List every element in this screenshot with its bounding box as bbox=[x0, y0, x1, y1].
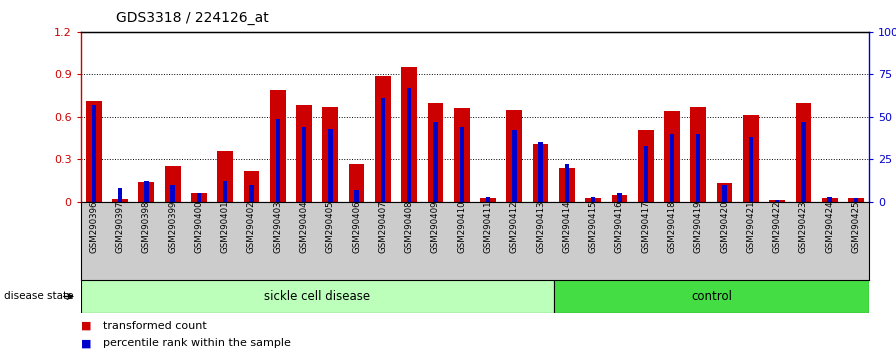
Bar bbox=[375, 76, 391, 202]
Text: GDS3318 / 224126_at: GDS3318 / 224126_at bbox=[116, 11, 269, 25]
Bar bbox=[165, 166, 180, 202]
Bar bbox=[118, 188, 122, 202]
Bar bbox=[743, 115, 759, 202]
Bar bbox=[664, 111, 680, 202]
Bar bbox=[696, 134, 701, 202]
Bar bbox=[349, 164, 365, 202]
Bar bbox=[480, 198, 495, 202]
Bar bbox=[297, 105, 312, 202]
Bar bbox=[775, 200, 780, 202]
Bar bbox=[770, 200, 785, 202]
Bar bbox=[81, 280, 554, 313]
Bar bbox=[849, 198, 864, 202]
Bar bbox=[559, 168, 574, 202]
Text: sickle cell disease: sickle cell disease bbox=[264, 290, 370, 303]
Bar bbox=[854, 198, 858, 202]
Text: percentile rank within the sample: percentile rank within the sample bbox=[103, 338, 291, 348]
Bar bbox=[144, 181, 149, 202]
Bar bbox=[218, 151, 233, 202]
Bar bbox=[796, 103, 811, 202]
Bar bbox=[722, 185, 727, 202]
Bar bbox=[139, 182, 154, 202]
Bar bbox=[302, 127, 306, 202]
Bar bbox=[749, 137, 753, 202]
Bar bbox=[401, 67, 417, 202]
Bar bbox=[486, 197, 490, 202]
Bar bbox=[506, 110, 522, 202]
Bar bbox=[244, 171, 259, 202]
Bar bbox=[434, 122, 437, 202]
Bar bbox=[828, 197, 831, 202]
Bar bbox=[381, 98, 385, 202]
Text: ■: ■ bbox=[81, 338, 91, 348]
Bar bbox=[323, 107, 338, 202]
Bar bbox=[223, 181, 228, 202]
Bar bbox=[112, 199, 128, 202]
Bar bbox=[564, 164, 569, 202]
Bar bbox=[454, 108, 470, 202]
Bar bbox=[538, 142, 543, 202]
Bar bbox=[670, 134, 674, 202]
Bar bbox=[612, 195, 627, 202]
Bar bbox=[801, 122, 806, 202]
Bar bbox=[328, 129, 332, 202]
Bar bbox=[407, 88, 411, 202]
Text: disease state: disease state bbox=[4, 291, 74, 302]
Bar bbox=[86, 101, 101, 202]
Bar bbox=[533, 144, 548, 202]
Bar bbox=[427, 103, 444, 202]
Bar bbox=[822, 198, 838, 202]
Bar bbox=[643, 146, 648, 202]
Bar bbox=[591, 197, 595, 202]
Bar bbox=[617, 193, 622, 202]
Text: transformed count: transformed count bbox=[103, 321, 207, 331]
Bar bbox=[585, 198, 601, 202]
Bar bbox=[355, 190, 358, 202]
Bar bbox=[638, 130, 653, 202]
Bar bbox=[191, 193, 207, 202]
Bar bbox=[197, 193, 201, 202]
Text: ■: ■ bbox=[81, 321, 91, 331]
Bar bbox=[170, 185, 175, 202]
Bar bbox=[691, 107, 706, 202]
Text: control: control bbox=[691, 290, 732, 303]
Bar bbox=[276, 119, 280, 202]
Bar bbox=[554, 280, 869, 313]
Bar bbox=[249, 185, 254, 202]
Bar bbox=[270, 90, 286, 202]
Bar bbox=[513, 130, 516, 202]
Bar bbox=[460, 127, 464, 202]
Bar bbox=[717, 183, 732, 202]
Bar bbox=[91, 105, 96, 202]
